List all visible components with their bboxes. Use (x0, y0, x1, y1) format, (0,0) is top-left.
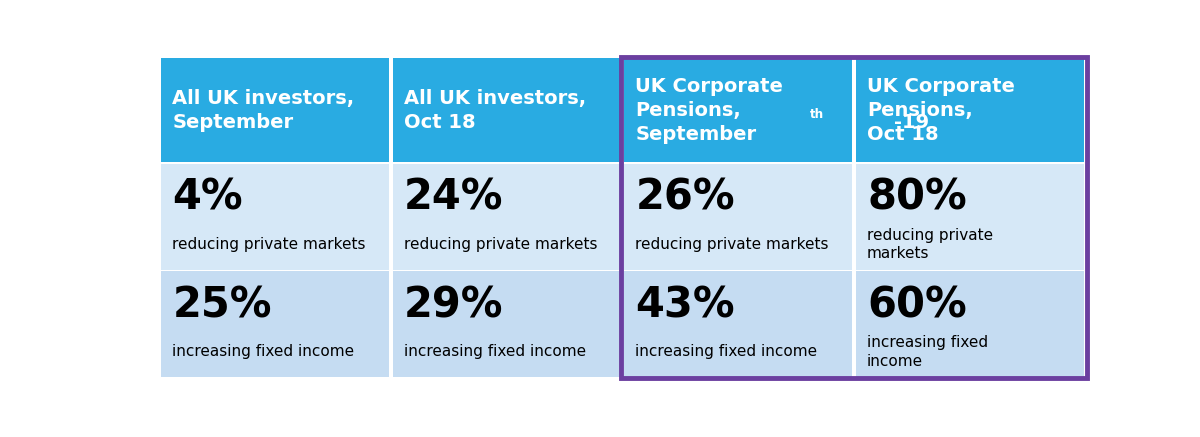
Text: 80%: 80% (868, 177, 967, 219)
Text: increasing fixed income: increasing fixed income (404, 344, 586, 359)
Text: reducing private markets: reducing private markets (404, 237, 598, 252)
Text: 24%: 24% (404, 177, 503, 219)
Text: September: September (636, 125, 756, 144)
Text: reducing private markets: reducing private markets (636, 237, 829, 252)
Bar (624, 164, 852, 270)
Text: th: th (1097, 108, 1111, 121)
Text: Pensions,: Pensions, (868, 101, 973, 120)
Text: 4%: 4% (173, 177, 242, 219)
Bar (856, 271, 1084, 377)
Text: -19: -19 (894, 113, 929, 132)
Bar (161, 271, 389, 377)
Bar (392, 58, 620, 163)
Bar (620, 57, 1087, 378)
Text: Oct 18: Oct 18 (404, 113, 475, 132)
Text: UK Corporate: UK Corporate (636, 76, 784, 96)
Text: 43%: 43% (636, 284, 736, 326)
Text: All UK investors,: All UK investors, (173, 89, 354, 108)
Text: increasing fixed
income: increasing fixed income (868, 335, 988, 368)
Text: Pensions,: Pensions, (636, 101, 742, 120)
Bar (856, 58, 1084, 163)
Text: increasing fixed income: increasing fixed income (636, 344, 817, 359)
Bar (392, 164, 620, 270)
Text: increasing fixed income: increasing fixed income (173, 344, 354, 359)
Text: Oct 18: Oct 18 (868, 125, 938, 144)
Bar (624, 58, 852, 163)
Text: reducing private
markets: reducing private markets (868, 228, 994, 261)
Bar (392, 271, 620, 377)
Bar (161, 164, 389, 270)
Bar (624, 271, 852, 377)
Text: September: September (173, 113, 294, 132)
Text: 60%: 60% (868, 284, 967, 326)
Text: reducing private markets: reducing private markets (173, 237, 366, 252)
Text: 29%: 29% (404, 284, 503, 326)
Bar (856, 164, 1084, 270)
Text: 25%: 25% (173, 284, 272, 326)
Text: UK Corporate: UK Corporate (868, 76, 1015, 96)
Text: All UK investors,: All UK investors, (404, 89, 586, 108)
Bar (161, 58, 389, 163)
Text: th: th (810, 108, 824, 121)
Text: 26%: 26% (636, 177, 736, 219)
